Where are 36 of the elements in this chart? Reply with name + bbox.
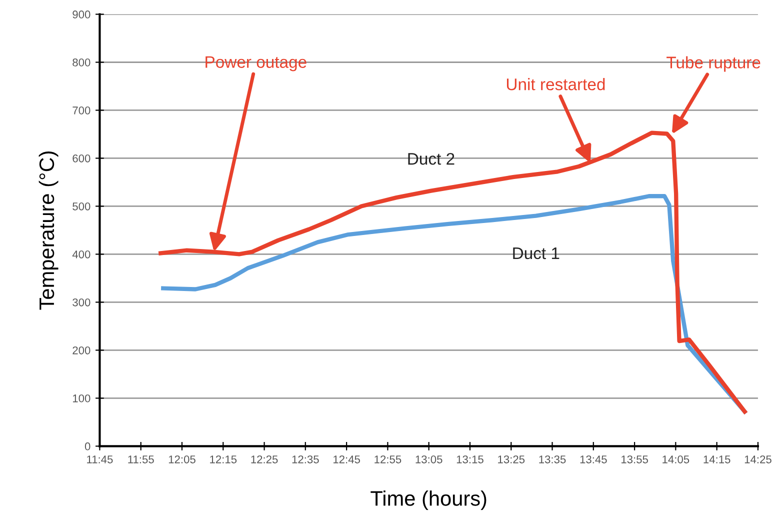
y-tick-label: 200	[72, 346, 90, 354]
x-tick-label: 14:15	[704, 456, 730, 464]
annotation: Unit restarted	[506, 78, 605, 90]
y-tick-label: 600	[72, 154, 90, 162]
x-tick-label: 13:15	[456, 455, 484, 464]
x-tick-label: 13:05	[416, 455, 442, 464]
x-tick-label: 12:25	[251, 455, 278, 464]
series-label: Duct 2	[408, 152, 454, 165]
x-tick-label: 12:55	[374, 455, 402, 464]
x-tick-label: 12:05	[168, 455, 196, 464]
y-axis-title: Temperature (°C)	[38, 152, 58, 310]
x-tick-label: 13:35	[539, 455, 566, 464]
x-tick-label: 14:05	[662, 455, 690, 464]
x-tick-label: 12:35	[292, 455, 319, 464]
x-tick-label: 11:45	[87, 456, 113, 464]
annotation: Tube rupture	[666, 56, 760, 72]
x-tick-label: 13:25	[498, 455, 525, 464]
line-series	[161, 194, 747, 414]
x-tick-label: 12:15	[210, 455, 237, 464]
y-tick-label: 100	[72, 394, 90, 402]
y-tick-label: 400	[72, 250, 90, 258]
x-tick-label: 13:55	[621, 455, 648, 464]
series-label: Duct 1	[513, 248, 560, 260]
x-tick-label: 12:45	[334, 455, 360, 464]
y-tick-label: 500	[72, 202, 90, 210]
x-tick-label: 11:55	[128, 456, 154, 464]
y-tick-label: 800	[72, 58, 90, 66]
y-tick-label: 900	[72, 10, 90, 18]
x-axis-title: Time (hours)	[370, 490, 486, 510]
annotation: Power outage	[206, 56, 306, 72]
line-series	[158, 130, 747, 414]
y-tick-label: 0	[84, 442, 90, 450]
y-tick-label: 700	[72, 106, 90, 114]
y-tick-label: 300	[72, 298, 90, 306]
x-tick-label: 13:45	[580, 455, 607, 464]
x-tick-label: 14:25	[744, 455, 772, 464]
